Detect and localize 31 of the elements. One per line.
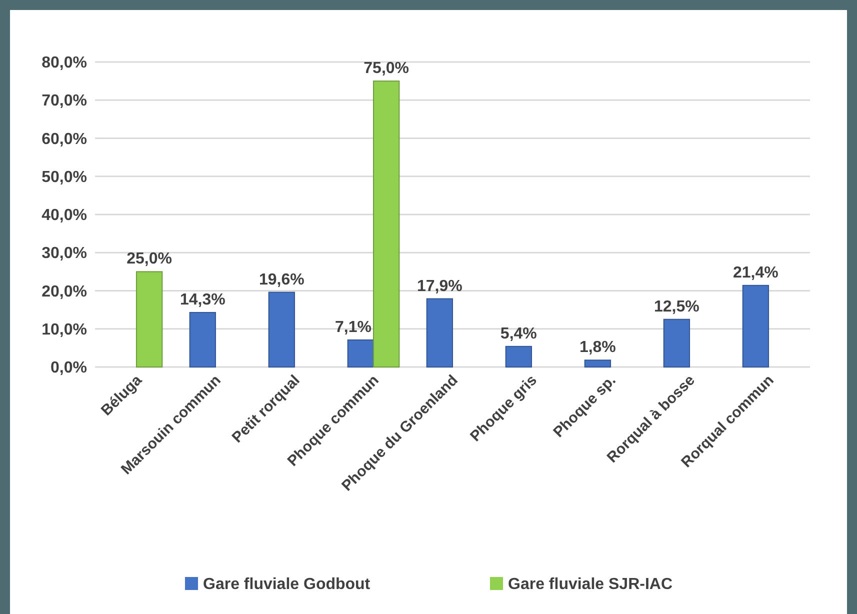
bar xyxy=(136,271,163,368)
data-label: 12,5% xyxy=(654,298,700,316)
bar xyxy=(663,318,690,368)
data-label: 17,9% xyxy=(416,278,462,295)
bar xyxy=(742,284,770,368)
bar xyxy=(347,339,374,368)
y-tick-label: 80,0% xyxy=(42,54,87,72)
data-label: 25,0% xyxy=(126,250,172,268)
y-tick-label: 0,0% xyxy=(50,360,87,377)
data-label: 75,0% xyxy=(364,60,410,78)
data-label: 19,6% xyxy=(258,271,304,288)
bar xyxy=(505,346,532,368)
bar xyxy=(268,292,295,368)
bar xyxy=(372,80,400,368)
y-tick-label: 70,0% xyxy=(42,92,87,110)
y-tick-label: 40,0% xyxy=(42,207,87,224)
bar xyxy=(426,298,453,368)
data-label: 14,3% xyxy=(180,291,226,308)
y-tick-label: 20,0% xyxy=(42,283,87,300)
data-label: 1,8% xyxy=(579,339,616,356)
data-label: 21,4% xyxy=(732,264,778,282)
y-tick-label: 30,0% xyxy=(42,245,87,262)
data-label: 5,4% xyxy=(500,325,537,342)
y-tick-label: 60,0% xyxy=(42,130,87,148)
legend-label: Gare fluviale Godbout xyxy=(203,576,371,593)
bar xyxy=(584,360,612,368)
y-tick-label: 50,0% xyxy=(42,168,87,186)
data-label: 7,1% xyxy=(335,318,372,336)
bar xyxy=(189,312,216,368)
legend-label: Gare fluviale SJR-IAC xyxy=(508,576,673,593)
y-tick-label: 10,0% xyxy=(42,321,87,338)
